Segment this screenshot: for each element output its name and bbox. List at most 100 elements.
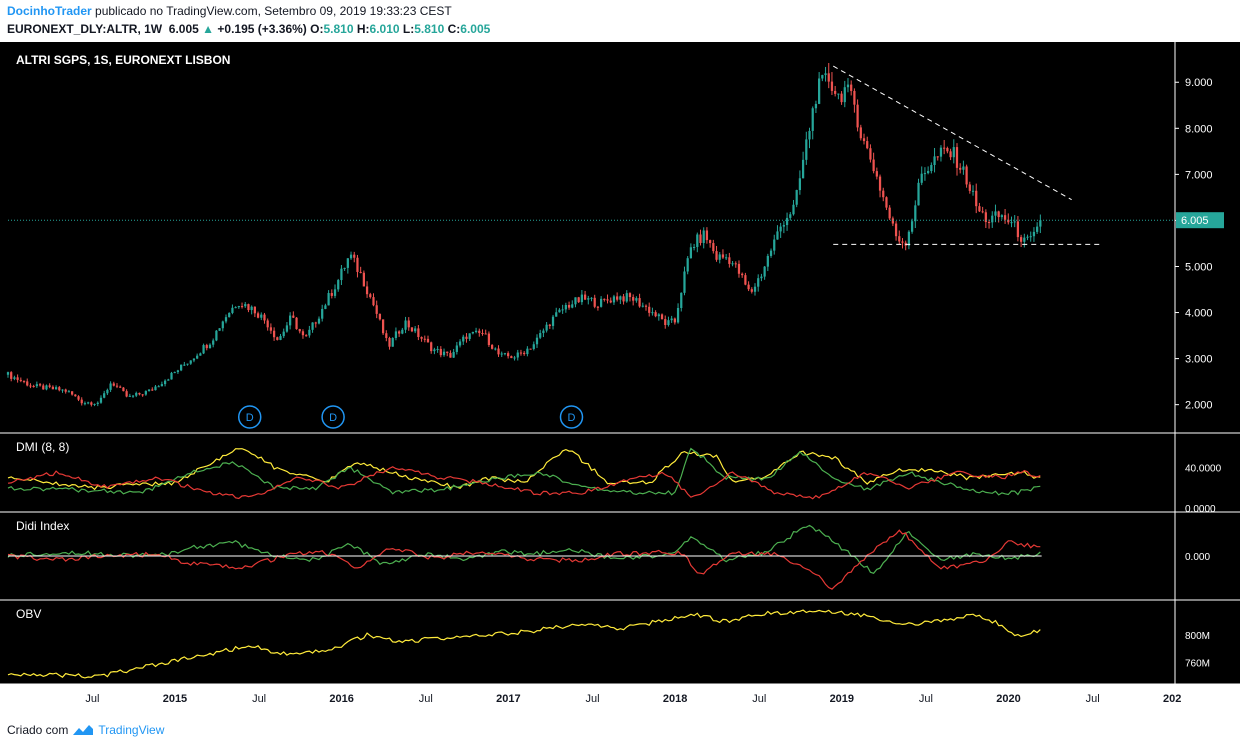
candle-body xyxy=(728,257,731,264)
candle-body xyxy=(782,225,785,227)
published-info: publicado no TradingView.com, Setembro 0… xyxy=(95,4,452,18)
candle-body xyxy=(349,254,353,259)
candle-body xyxy=(846,84,850,88)
candle-body xyxy=(417,328,420,337)
candle-body xyxy=(619,296,622,300)
candle-body xyxy=(901,241,904,243)
candle-body xyxy=(327,293,330,306)
candle-body xyxy=(147,389,151,392)
candle-body xyxy=(112,383,115,386)
candle-body xyxy=(943,147,946,149)
candle-body xyxy=(805,139,808,160)
candle-body xyxy=(365,286,369,295)
candle-body xyxy=(914,205,917,222)
time-axis-label: 2016 xyxy=(329,693,353,705)
candle-body xyxy=(64,389,67,392)
candle-body xyxy=(952,147,955,158)
candle-body xyxy=(256,313,260,318)
didi-axis-label: 0.000 xyxy=(1185,552,1210,563)
candle-body xyxy=(224,317,228,322)
candle-body xyxy=(173,372,176,374)
candle-body xyxy=(272,330,276,338)
candle-body xyxy=(580,294,584,303)
candle-body xyxy=(843,87,846,103)
candle-body xyxy=(840,93,843,103)
candle-body xyxy=(516,352,519,358)
tradingview-brand[interactable]: TradingView xyxy=(98,723,165,737)
candle-body xyxy=(289,315,292,326)
candle-body xyxy=(292,315,295,318)
candle-body xyxy=(801,159,805,179)
candle-body xyxy=(638,298,641,307)
candle-body xyxy=(125,391,128,397)
time-axis-label: 2018 xyxy=(663,693,687,705)
chart-area[interactable]: 2.0003.0004.0005.0006.0007.0008.0009.000… xyxy=(0,42,1240,713)
author-name[interactable]: DocinhoTrader xyxy=(7,4,92,18)
candle-body xyxy=(529,348,532,350)
yellow-series-line xyxy=(7,448,1041,491)
candle-body xyxy=(48,385,51,387)
dividend-marker-label: D xyxy=(246,412,254,424)
close-value: 6.005 xyxy=(460,22,491,36)
time-axis-label: 2019 xyxy=(830,693,854,705)
candle-body xyxy=(269,327,273,331)
candle-body xyxy=(571,304,574,308)
candle-body xyxy=(455,345,458,352)
candle-body xyxy=(545,324,548,331)
candle-body xyxy=(138,392,141,395)
candle-body xyxy=(131,395,135,397)
time-axis-label: 202 xyxy=(1163,693,1181,705)
candle-body xyxy=(119,386,122,388)
candle-body xyxy=(13,377,16,379)
candle-body xyxy=(26,381,29,386)
candle-body xyxy=(574,297,577,305)
candle-body xyxy=(731,263,734,265)
candle-body xyxy=(878,176,882,191)
candle-body xyxy=(590,297,593,299)
candle-body xyxy=(160,384,164,387)
candle-body xyxy=(718,254,721,260)
candle-body xyxy=(975,190,978,207)
candles xyxy=(6,63,1042,407)
candle-body xyxy=(237,306,240,308)
candle-body xyxy=(481,332,484,334)
candle-body xyxy=(894,223,898,237)
candle-body xyxy=(6,372,10,375)
candle-body xyxy=(741,273,744,276)
time-axis-label: Jul xyxy=(252,693,266,705)
candle-body xyxy=(109,383,112,390)
candle-body xyxy=(32,386,35,388)
candle-body xyxy=(186,363,189,365)
candle-body xyxy=(882,190,885,198)
candle-body xyxy=(747,284,750,290)
candle-body xyxy=(266,320,269,328)
candle-body xyxy=(702,230,705,243)
candle-body xyxy=(42,385,45,390)
yellow-series-line xyxy=(7,609,1041,679)
candle-body xyxy=(789,214,792,218)
candle-body xyxy=(176,370,180,373)
candle-body xyxy=(1039,220,1042,227)
candle-body xyxy=(779,226,782,232)
candle-body xyxy=(856,104,859,128)
candle-body xyxy=(715,251,718,260)
candle-body xyxy=(180,364,183,371)
candle-body xyxy=(1019,237,1023,242)
candle-body xyxy=(737,263,741,274)
candle-body xyxy=(962,166,965,170)
candle-body xyxy=(369,294,372,298)
candle-body xyxy=(189,360,192,364)
dividend-marker-icon xyxy=(321,405,345,429)
candle-body xyxy=(38,384,42,386)
candle-body xyxy=(321,308,324,319)
candle-body xyxy=(465,336,468,339)
price-axis-label: 4.000 xyxy=(1185,308,1213,320)
candle-body xyxy=(760,276,763,279)
high-label: H: xyxy=(356,22,370,36)
candle-body xyxy=(305,335,308,337)
candle-body xyxy=(16,377,19,380)
candle-body xyxy=(93,403,96,405)
candle-body xyxy=(452,351,455,358)
candle-body xyxy=(90,402,93,405)
candle-body xyxy=(144,391,147,395)
